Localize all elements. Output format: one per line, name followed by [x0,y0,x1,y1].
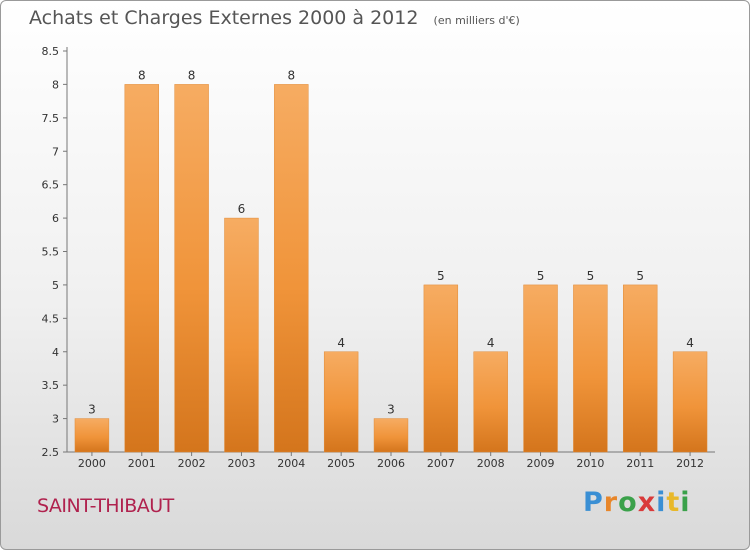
bar-2006 [373,418,409,453]
bar-2010 [573,284,608,453]
logo-letter: o [618,487,638,518]
bar-2002 [174,84,209,453]
y-tick-label: 7 [52,145,59,158]
x-tick-label: 2010 [576,457,604,470]
x-tick-label: 2008 [477,457,505,470]
data-label: 4 [487,336,495,350]
commune-name: SAINT-THIBAUT [37,495,174,517]
chart-title: Achats et Charges Externes 2000 à 2012 [29,7,419,29]
data-label: 5 [437,269,445,283]
logo-letter: t [666,487,681,518]
data-label: 5 [587,269,595,283]
bar-2004 [274,84,309,453]
bar-2012 [672,351,708,453]
logo-letter: P [583,487,604,518]
y-tick-label: 6.5 [42,179,60,192]
logo-letter: x [637,487,657,518]
data-label: 4 [337,336,345,350]
y-tick-label: 3.5 [42,379,60,392]
bar-2005 [323,351,359,453]
data-label: 8 [287,68,295,82]
y-tick-label: 7.5 [42,112,60,125]
bar-2000 [74,418,110,453]
data-label: 6 [238,202,246,216]
y-tick-label: 5.5 [42,246,60,259]
y-tick-label: 4 [52,346,59,359]
bar-2003 [224,217,259,453]
x-tick-label: 2002 [178,457,206,470]
y-tick-label: 8 [52,78,59,91]
bar-2009 [523,284,558,453]
bar-2011 [623,284,658,453]
y-tick-label: 5 [52,279,59,292]
y-tick-label: 8.5 [42,45,60,58]
x-tick-label: 2001 [128,457,156,470]
data-label: 4 [686,336,694,350]
y-tick-label: 3 [52,413,59,426]
x-tick-label: 2005 [327,457,355,470]
x-tick-label: 2003 [227,457,255,470]
logo-letter: i [680,487,691,518]
data-label: 5 [636,269,644,283]
x-tick-label: 2011 [626,457,654,470]
data-label: 8 [138,68,146,82]
x-tick-label: 2009 [527,457,555,470]
bar-2007 [423,284,459,453]
y-tick-label: 4.5 [42,312,60,325]
title-row: Achats et Charges Externes 2000 à 2012 (… [29,7,520,29]
logo-letter: i [656,487,667,518]
data-label: 5 [537,269,545,283]
bar-2001 [124,84,159,453]
logo-letter: r [603,487,619,518]
x-tick-label: 2012 [676,457,704,470]
y-tick-label: 2.5 [42,446,60,459]
proxiti-logo: Proxiti [583,487,691,518]
x-tick-label: 2004 [277,457,305,470]
x-tick-label: 2000 [78,457,106,470]
data-label: 3 [387,403,395,417]
data-label: 3 [88,403,96,417]
x-tick-label: 2007 [427,457,455,470]
data-label: 8 [188,68,196,82]
chart-unit: (en milliers d'€) [433,14,520,27]
x-tick-label: 2006 [377,457,405,470]
y-tick-label: 6 [52,212,59,225]
bar-2008 [473,351,508,453]
